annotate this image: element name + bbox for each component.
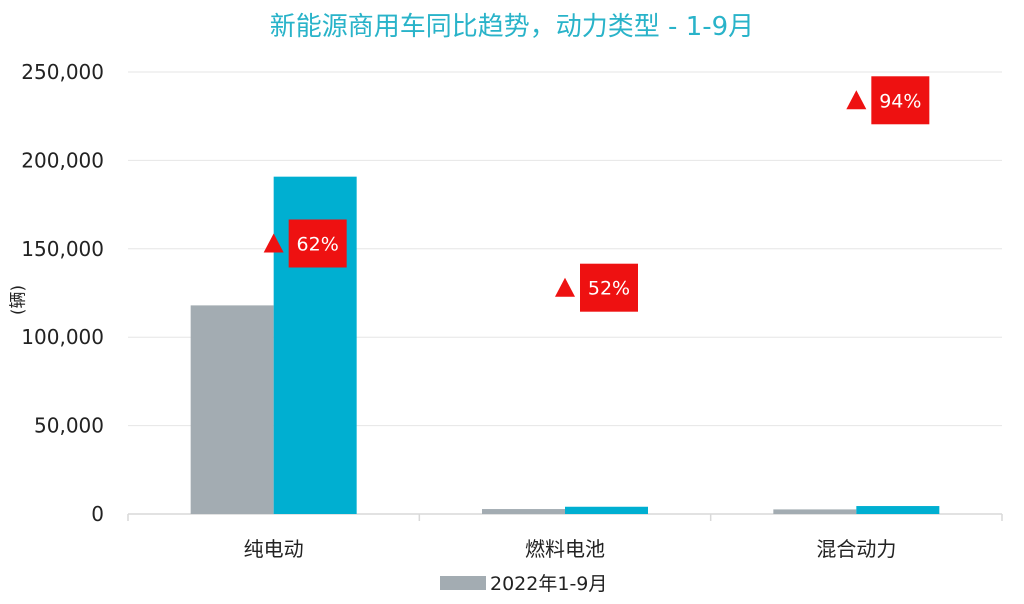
annotation-label: 94% (879, 90, 921, 112)
y-tick-label: 150,000 (21, 237, 104, 261)
bar (856, 506, 940, 514)
up-triangle-icon (846, 90, 867, 110)
annotation-box (288, 219, 347, 268)
annotation-box (871, 76, 930, 125)
bar (565, 506, 648, 514)
y-tick-label: 100,000 (21, 325, 104, 349)
chart-title: 新能源商用车同比趋势，动力类型 - 1-9月 (269, 12, 755, 42)
annotation-label: 52% (588, 278, 630, 300)
x-tick-label: 燃料电池 (525, 537, 605, 561)
bar (190, 305, 274, 514)
y-tick-label: 250,000 (21, 60, 104, 84)
bar (482, 509, 565, 514)
y-tick-label: 50,000 (34, 414, 104, 438)
annotation-box (580, 263, 638, 312)
annotation-label: 62% (297, 233, 339, 255)
up-triangle-icon (263, 233, 284, 253)
x-tick-label: 混合动力 (816, 537, 896, 561)
y-tick-label: 0 (91, 502, 104, 526)
legend: 2022年1-9月 (440, 569, 607, 596)
legend-label: 2022年1-9月 (490, 573, 608, 595)
bar (773, 509, 857, 514)
x-tick-label: 纯电动 (244, 537, 304, 561)
up-triangle-icon (555, 277, 575, 297)
legend-swatch (440, 575, 486, 590)
y-tick-label: 200,000 (21, 148, 104, 172)
